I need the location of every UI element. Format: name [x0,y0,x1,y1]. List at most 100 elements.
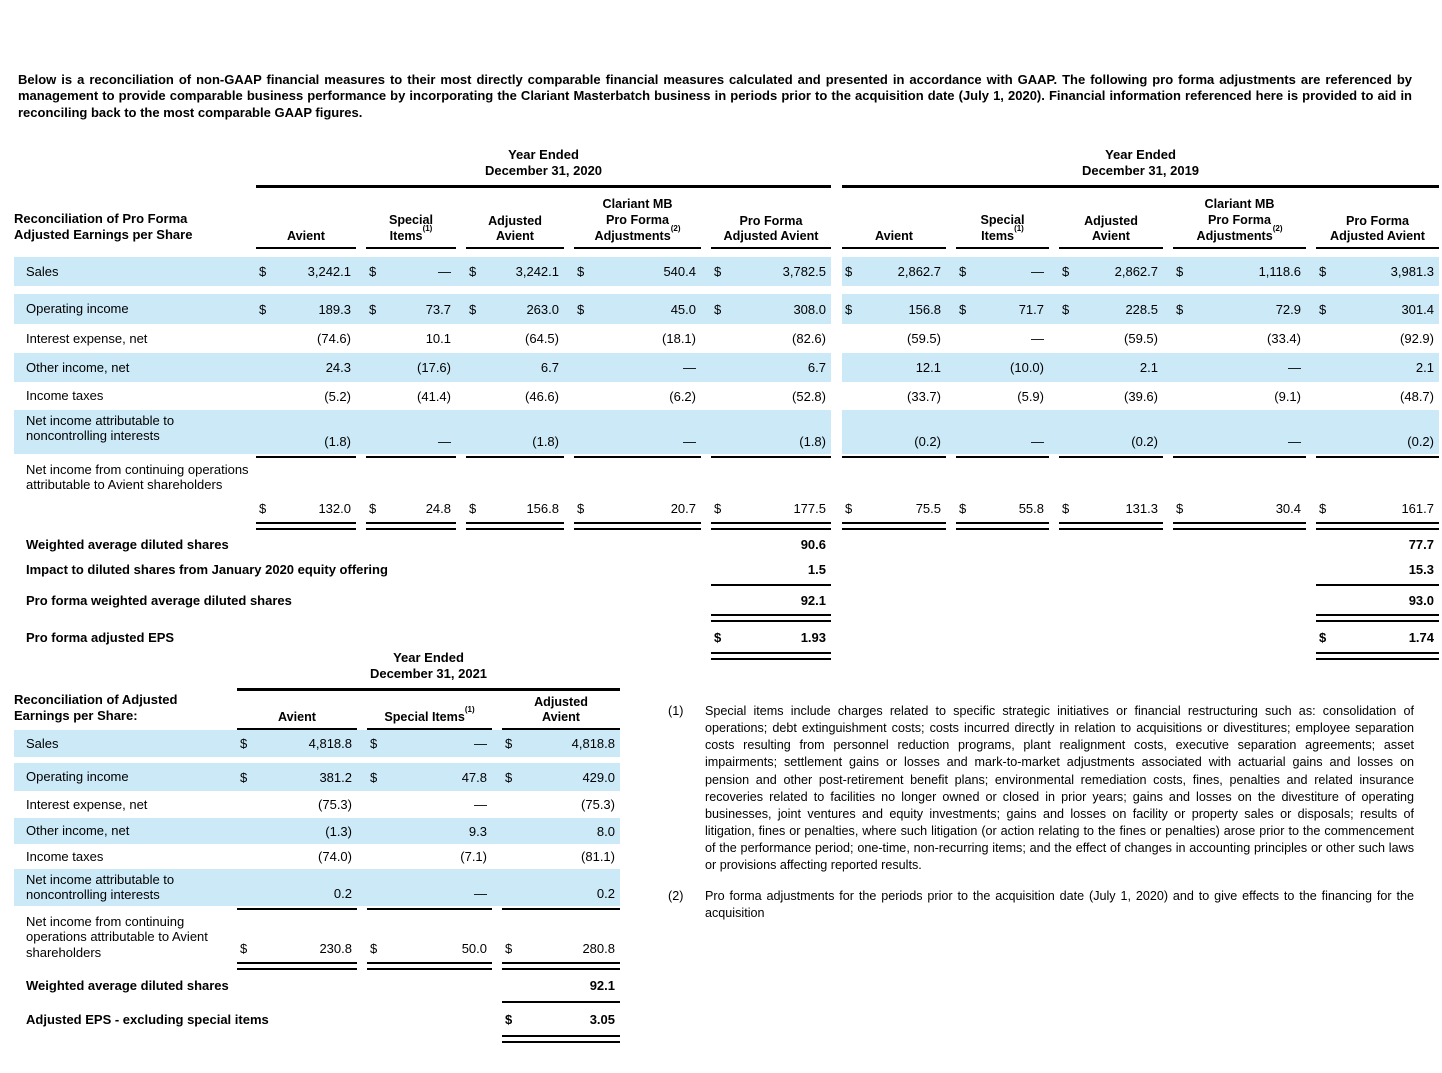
rule [502,1035,620,1043]
value-wrap: (64.5) [466,324,564,353]
value-text: (41.4) [417,388,451,404]
footnote-ref: (1) [1014,223,1024,233]
value-cell: — [366,410,466,454]
value-text: 12.1 [915,360,941,375]
value-text: (75.3) [318,797,352,812]
column-header: Avient [842,185,956,249]
rule-cell [502,999,620,1004]
rule [842,247,946,249]
value-cell: 12.1 [842,353,956,382]
rule-wrap [1316,522,1439,530]
value-wrap: (41.4) [366,382,456,410]
value-text: 47.8 [461,769,487,785]
value-cell: $30.4 [1173,459,1316,521]
value-text: 3,782.5 [782,264,826,279]
rule [1316,522,1439,530]
value-text: — [683,434,696,449]
rule-wrap [466,522,564,530]
column-header: Special Items(1) [366,185,466,249]
value-wrap: $71.7 [956,294,1049,324]
value-cell: $ — [366,257,466,286]
rule-cell [711,454,831,459]
value-wrap: — [1173,353,1306,382]
dollar-sign: $ [370,736,378,751]
value-wrap: (1.8) [256,410,356,454]
rule-cell [711,651,831,661]
rule [1316,652,1439,660]
value-cell: $280.8 [502,911,620,961]
rule [366,522,456,530]
table-row: Impact to diluted shares from January 20… [14,557,1439,582]
rule-cell [1173,521,1316,531]
rule [237,962,357,970]
footnote-text: Pro forma adjustments for the periods pr… [705,889,1414,921]
value-wrap: 24.3 [256,353,356,382]
rule-cell [1316,582,1439,587]
row-label: Other income, net [14,353,256,382]
column-header: Pro Forma Adjusted Avient [1316,185,1439,249]
rule-wrap [711,456,831,458]
row-label: Operating income [14,763,237,791]
value-cell: $2,862.7 [1059,257,1173,286]
value-wrap: $132.0 [256,459,356,521]
value-wrap: $3,981.3 [1316,257,1439,286]
column-header-wrap: Pro Forma Adjusted Avient [1316,214,1439,249]
value-wrap: $161.7 [1316,459,1439,521]
value-text: 381.2 [319,769,352,785]
value-cell: 0.2 [502,869,620,906]
dollar-sign: $ [1062,301,1070,317]
value-cell: 10.1 [366,324,466,353]
footnote-ref: (2) [1272,223,1283,233]
value-cell: $71.7 [956,294,1059,324]
year-group-header: Year Ended December 31, 2020 [256,145,831,188]
table-row: Other income, net 24.3 (17.6) 6.7 — 6.7 12.1 (1… [14,353,1439,382]
value-cell: (1.3) [237,818,367,844]
value-wrap: $72.9 [1173,294,1306,324]
rule [574,522,701,530]
column-header-label: Pro Forma Adjusted Avient [723,213,819,243]
rule-cell [367,961,502,971]
value-cell: $156.8 [466,459,574,521]
value-cell: 6.7 [711,353,831,382]
value-wrap: $3,782.5 [711,257,831,286]
value-cell: $189.3 [256,294,366,324]
value-wrap: 0.2 [502,869,620,906]
rule-wrap [574,522,701,530]
rule-cell [711,521,831,531]
value-text: 90.6 [800,536,826,552]
value-cell: $ — [956,257,1059,286]
value-cell: (5.9) [956,382,1059,410]
value-cell: $381.2 [237,763,367,791]
rule-wrap [367,962,492,970]
dollar-sign: $ [577,501,585,516]
dollar-sign: $ [259,501,267,516]
value-wrap: (5.2) [256,382,356,410]
value-cell: $47.8 [367,763,502,791]
rule [956,456,1049,458]
column-header-wrap: Adjusted Avient [466,214,564,249]
group-gutter [831,324,842,353]
rule-wrap [256,522,356,530]
value-text: 1,118.6 [1258,264,1301,279]
rule [256,247,356,249]
value-text: (33.7) [907,388,941,404]
column-header-label: Avient [286,228,326,243]
value-wrap: (7.1) [367,844,492,869]
rule [366,456,456,458]
table-row: Pro forma weighted average diluted share… [14,587,1439,613]
value-text: 73.7 [425,301,451,317]
value-text: (81.1) [581,849,615,864]
value-text: 308.0 [793,301,826,317]
rule-cell [1316,651,1439,661]
table-row: Net income attributable to noncontrollin… [14,410,1439,454]
column-header-label: Pro Forma Adjusted Avient [1330,213,1425,243]
value-cell: (52.8) [711,382,831,410]
rule [711,522,831,530]
table-row: Other income, net (1.3) 9.3 8.0 [14,818,620,844]
value-wrap: (1.3) [237,818,357,844]
dollar-sign: $ [845,501,853,516]
rule [1059,522,1163,530]
value-wrap: 92.1 [502,971,620,999]
rule-wrap [956,522,1049,530]
value-text: (92.9) [1400,331,1434,346]
